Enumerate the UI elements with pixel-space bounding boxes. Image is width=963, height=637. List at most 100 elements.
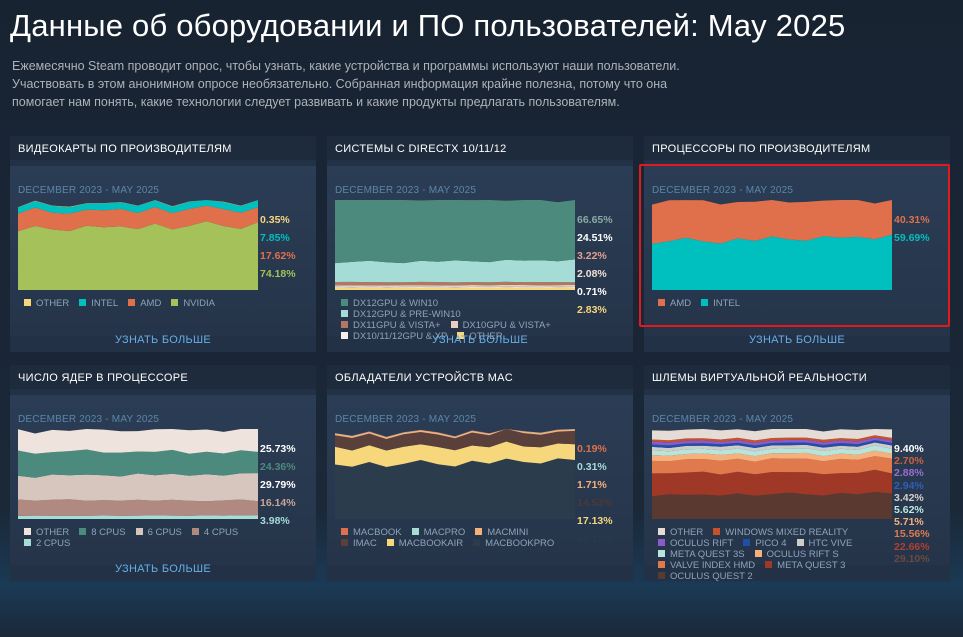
legend-label: DX12GPU & PRE-WIN10	[353, 309, 461, 320]
percent-label: 29.79%	[260, 479, 296, 491]
legend-label: IMAC	[353, 538, 377, 549]
series-area-macmini	[335, 429, 575, 439]
legend-label: 2 CPUS	[36, 538, 71, 549]
chart-legend: OTHER WINDOWS MIXED REALITYOCULUS RIFT PIC…	[658, 527, 894, 582]
percent-label: 2.83%	[577, 304, 607, 316]
percent-label: 0.31%	[577, 461, 607, 473]
learn-more-link[interactable]: УЗНАТЬ БОЛЬШЕ	[748, 334, 846, 346]
percent-label: 40.31%	[894, 214, 930, 226]
legend-swatch	[341, 528, 348, 535]
card-body: DECEMBER 2023 - MAY 2025 25.73% 24.36% 29.7…	[10, 395, 316, 565]
legend-swatch	[658, 550, 665, 557]
legend-item: DX10/11/12GPU & XP	[341, 331, 447, 342]
legend-item: OCULUS RIFT S	[754, 549, 839, 560]
legend-item: INTEL	[79, 298, 118, 309]
card-body: DECEMBER 2023 - MAY 2025 0.19% 0.31% 1.71% 1…	[327, 395, 633, 565]
card-body: DECEMBER 2023 - MAY 2025 66.65% 24.51% 3.22…	[327, 166, 633, 342]
legend-swatch	[713, 528, 721, 535]
card-body: DECEMBER 2023 - MAY 2025 40.31% 59.69% AMD I…	[644, 166, 950, 336]
legend-item: OTHER	[457, 331, 503, 342]
legend-swatch	[341, 310, 348, 317]
card-mac-owners: ОБЛАДАТЕЛИ УСТРОЙСТВ MAC DECEMBER 2023 -…	[327, 365, 633, 581]
legend-label: OCULUS RIFT S	[766, 549, 839, 560]
card-vr-headsets: ШЛЕМЫ ВИРТУАЛЬНОЙ РЕАЛЬНОСТИ DECEMBER 20…	[644, 365, 950, 582]
chart-legend: OTHER INTEL AMD NVIDIA	[24, 298, 260, 309]
legend-swatch	[411, 528, 419, 535]
legend-item: 4 CPUS	[191, 527, 238, 538]
series-area-oculus-rift-s	[652, 450, 892, 462]
legend-swatch	[743, 539, 751, 546]
legend-item: MACBOOKAIR	[386, 538, 464, 549]
learn-more-link[interactable]: УЗНАТЬ БОЛЬШЕ	[114, 334, 212, 346]
legend-item: DX12GPU & PRE-WIN10	[341, 309, 461, 320]
intro-line: Участвовать в этом анонимном опросе необ…	[12, 77, 668, 91]
percent-label: 17.13%	[577, 515, 613, 527]
legend-label: META QUEST 3S	[670, 549, 745, 560]
series-area-macbookair	[335, 441, 575, 467]
series-area-6-cpus	[18, 473, 258, 502]
legend-label: MACBOOKAIR	[398, 538, 464, 549]
percent-label: 0.71%	[577, 286, 607, 298]
series-area-2-cpus	[18, 515, 258, 519]
percent-label: 7.85%	[260, 232, 290, 244]
legend-label: MACPRO	[423, 527, 466, 538]
legend-item: AMD	[658, 298, 691, 309]
legend-item: DX10GPU & VISTA+	[450, 320, 551, 331]
percent-label: 14.53%	[577, 497, 613, 509]
series-area-8-cpus	[18, 449, 258, 478]
percent-label: 5.62%	[894, 504, 924, 516]
card-title: ЧИСЛО ЯДЕР В ПРОЦЕССОРЕ	[10, 365, 316, 389]
legend-swatch	[473, 539, 481, 546]
legend-label: OCULUS QUEST 2	[670, 571, 753, 582]
series-area-meta-quest-3s	[652, 445, 892, 457]
legend-swatch	[658, 572, 665, 579]
learn-more-link[interactable]: УЗНАТЬ БОЛЬШЕ	[114, 563, 212, 575]
area-chart	[652, 429, 892, 519]
legend-swatch	[701, 299, 709, 306]
series-area-intel	[18, 200, 258, 214]
series-area-amd	[652, 200, 892, 244]
legend-label: HTC VIVE	[808, 538, 853, 549]
intro-text: Ежемесячно Steam проводит опрос, чтобы у…	[12, 57, 792, 111]
legend-swatch	[341, 539, 348, 546]
chart-legend: AMD INTEL	[658, 298, 894, 309]
chart-legend: MACBOOK MACPRO MACMINI IMAC MACBOOKAIR MACBOO…	[341, 527, 577, 549]
legend-label: 8 CPUS	[91, 527, 126, 538]
series-area-valve-index-hmd	[652, 456, 892, 475]
series-area-windows-mixed-reality	[652, 435, 892, 443]
learn-more-link[interactable]: УЗНАТЬ БОЛЬШЕ	[431, 334, 529, 346]
legend-item: VALVE INDEX HMD	[658, 560, 755, 571]
series-area-other	[18, 429, 258, 454]
period-label: DECEMBER 2023 - MAY 2025	[652, 185, 794, 196]
legend-item: DX11GPU & VISTA+	[341, 320, 441, 331]
series-area-oculus-quest-2	[652, 491, 892, 519]
percent-label: 2.08%	[577, 268, 607, 280]
card-title: ОБЛАДАТЕЛИ УСТРОЙСТВ MAC	[327, 365, 633, 389]
period-label: DECEMBER 2023 - MAY 2025	[18, 414, 160, 425]
percent-label: 66.13%	[577, 533, 613, 545]
period-label: DECEMBER 2023 - MAY 2025	[335, 414, 477, 425]
card-gpu-vendors: ВИДЕОКАРТЫ ПО ПРОИЗВОДИТЕЛЯМ DECEMBER 20…	[10, 136, 316, 352]
legend-item: OCULUS QUEST 2	[658, 571, 753, 582]
card-cpu-cores: ЧИСЛО ЯДЕР В ПРОЦЕССОРЕ DECEMBER 2023 - …	[10, 365, 316, 581]
percent-label: 74.18%	[260, 268, 296, 280]
legend-item: OTHER	[24, 298, 69, 309]
highlight-box	[639, 164, 950, 327]
card-title: ВИДЕОКАРТЫ ПО ПРОИЗВОДИТЕЛЯМ	[10, 136, 316, 160]
legend-swatch	[475, 528, 483, 535]
legend-swatch	[765, 561, 773, 568]
legend-item: 6 CPUS	[135, 527, 182, 538]
percent-label: 2.88%	[894, 467, 924, 480]
percent-label: 22.66%	[894, 540, 930, 553]
legend-swatch	[341, 299, 348, 306]
percent-label: 3.98%	[260, 515, 290, 527]
area-chart	[18, 200, 258, 290]
period-label: DECEMBER 2023 - MAY 2025	[652, 414, 794, 425]
legend-label: DX12GPU & WIN10	[353, 298, 438, 309]
legend-label: OCULUS RIFT	[670, 538, 734, 549]
period-label: DECEMBER 2023 - MAY 2025	[335, 185, 477, 196]
legend-swatch	[450, 321, 458, 328]
area-chart	[335, 429, 575, 519]
chart-legend: OTHER 8 CPUS 6 CPUS 4 CPUS 2 CPUS	[24, 527, 260, 549]
series-area-macbookpro	[335, 458, 575, 519]
